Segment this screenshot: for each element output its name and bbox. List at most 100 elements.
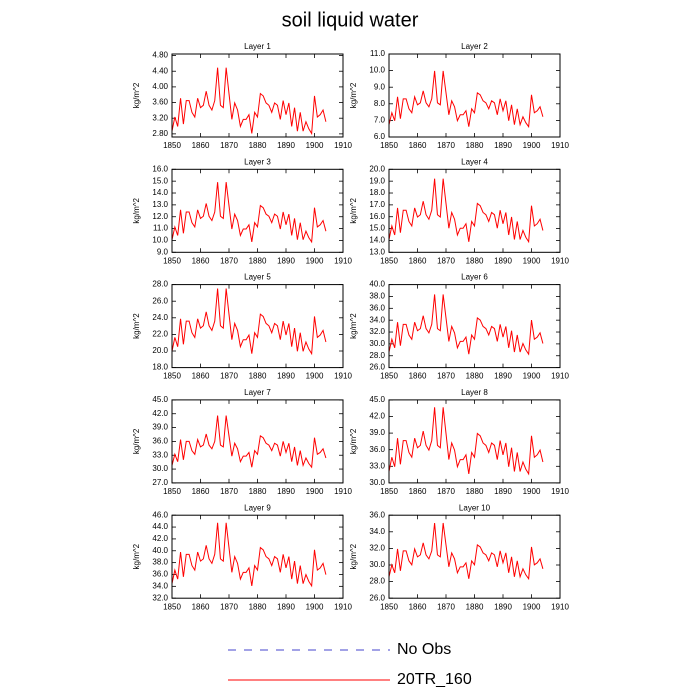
panel: Layer 5 kg/m^2 18.0 20.0 22.0 24.0 26.0 28.0 185… [132, 273, 352, 381]
y-tick-label: 13.0 [369, 247, 385, 256]
y-tick-label: 4.40 [152, 66, 168, 75]
y-tick-label: 44.0 [152, 522, 168, 531]
y-tick-label: 28.0 [369, 351, 385, 360]
x-tick-label: 1870 [220, 372, 238, 381]
plot-frame [171, 514, 344, 599]
y-tick-label: 32.0 [152, 593, 168, 602]
x-tick-label: 1910 [334, 602, 352, 611]
x-tick-label: 1900 [523, 256, 541, 265]
legend-text: 20TR_160 [397, 671, 472, 688]
y-axis-label: kg/m^2 [349, 313, 358, 339]
y-tick-label: 4.80 [152, 51, 168, 60]
x-tick-label: 1850 [163, 487, 181, 496]
data-line [171, 415, 327, 469]
x-tick-label: 1870 [437, 141, 455, 150]
y-axis-label: kg/m^2 [132, 428, 141, 454]
x-tick-label: 1880 [249, 372, 267, 381]
plot-frame [171, 399, 344, 484]
panel: Layer 8 kg/m^2 30.0 33.0 36.0 39.0 42.0 45.0 185… [349, 388, 569, 496]
y-tick-label: 15.0 [152, 176, 168, 185]
x-tick-label: 1900 [306, 602, 324, 611]
data-line [388, 294, 544, 356]
y-tick-label: 9.0 [374, 82, 386, 91]
panel: Layer 2 kg/m^2 6.0 7.0 8.0 9.0 10.0 11.0 1850 186… [349, 42, 569, 150]
x-tick-label: 1910 [334, 372, 352, 381]
y-tick-label: 34.0 [152, 581, 168, 590]
panel: Layer 7 kg/m^2 27.0 30.0 33.0 36.0 39.0 42.0 45.… [132, 388, 352, 496]
panel-title: Layer 3 [244, 157, 271, 166]
panel: Layer 3 kg/m^2 9.0 10.0 11.0 12.0 13.0 14.0 15.0… [132, 157, 352, 265]
plot-frame [171, 284, 344, 369]
x-tick-label: 1910 [334, 141, 352, 150]
x-tick-label: 1900 [306, 487, 324, 496]
y-tick-label: 39.0 [152, 423, 168, 432]
x-tick-label: 1890 [277, 256, 295, 265]
x-tick-label: 1880 [466, 487, 484, 496]
panel-title: Layer 10 [459, 503, 491, 512]
panel-title: Layer 1 [244, 42, 271, 51]
y-tick-label: 26.0 [369, 363, 385, 372]
y-tick-label: 46.0 [152, 510, 168, 519]
y-tick-label: 28.0 [369, 577, 385, 586]
x-tick-label: 1890 [494, 372, 512, 381]
y-axis-label: kg/m^2 [349, 543, 358, 569]
x-tick-label: 1870 [437, 602, 455, 611]
panel-title: Layer 2 [461, 42, 488, 51]
x-tick-label: 1860 [409, 487, 427, 496]
figure-title: soil liquid water [282, 9, 419, 31]
y-tick-label: 14.0 [152, 188, 168, 197]
y-tick-label: 36.0 [152, 570, 168, 579]
y-tick-label: 7.0 [374, 116, 386, 125]
y-tick-label: 26.0 [369, 593, 385, 602]
x-tick-label: 1900 [306, 141, 324, 150]
legend-text: No Obs [397, 641, 451, 658]
y-tick-label: 22.0 [152, 330, 168, 339]
x-tick-label: 1900 [306, 256, 324, 265]
x-tick-label: 1890 [494, 602, 512, 611]
y-tick-label: 9.0 [157, 247, 169, 256]
panel: Layer 6 kg/m^2 26.0 28.0 30.0 32.0 34.0 36.0 38.… [349, 273, 569, 381]
x-tick-label: 1870 [437, 487, 455, 496]
y-tick-label: 12.0 [152, 212, 168, 221]
y-tick-label: 30.0 [152, 464, 168, 473]
y-tick-label: 19.0 [369, 176, 385, 185]
plot-frame [388, 514, 561, 599]
x-tick-label: 1880 [466, 372, 484, 381]
y-tick-label: 36.0 [152, 437, 168, 446]
x-tick-label: 1850 [163, 602, 181, 611]
x-tick-label: 1860 [409, 141, 427, 150]
x-tick-label: 1880 [249, 487, 267, 496]
y-tick-label: 3.60 [152, 98, 168, 107]
x-tick-label: 1860 [192, 487, 210, 496]
y-axis-label: kg/m^2 [132, 197, 141, 223]
panel: Layer 10 kg/m^2 26.0 28.0 30.0 32.0 34.0 36.0 18… [349, 503, 569, 611]
y-tick-label: 33.0 [369, 461, 385, 470]
y-tick-label: 45.0 [369, 395, 385, 404]
x-tick-label: 1890 [277, 602, 295, 611]
plot-frame [388, 284, 561, 369]
y-tick-label: 32.0 [369, 544, 385, 553]
x-tick-label: 1860 [192, 372, 210, 381]
y-axis-label: kg/m^2 [132, 313, 141, 339]
y-tick-label: 6.0 [374, 132, 386, 141]
y-axis-label: kg/m^2 [349, 82, 358, 108]
x-tick-label: 1860 [409, 256, 427, 265]
y-tick-label: 17.0 [369, 200, 385, 209]
x-tick-label: 1850 [163, 256, 181, 265]
panel-title: Layer 9 [244, 503, 271, 512]
y-tick-label: 20.0 [152, 346, 168, 355]
plot-frame [171, 53, 344, 138]
y-tick-label: 38.0 [152, 558, 168, 567]
x-tick-label: 1870 [437, 256, 455, 265]
x-tick-label: 1880 [249, 256, 267, 265]
y-tick-label: 34.0 [369, 527, 385, 536]
x-tick-label: 1850 [380, 256, 398, 265]
y-tick-label: 30.0 [369, 478, 385, 487]
y-tick-label: 11.0 [153, 224, 169, 233]
y-tick-label: 24.0 [152, 313, 168, 322]
x-tick-label: 1910 [551, 256, 569, 265]
y-tick-label: 10.0 [369, 66, 385, 75]
y-tick-label: 15.0 [369, 224, 385, 233]
y-tick-label: 11.0 [370, 49, 386, 58]
